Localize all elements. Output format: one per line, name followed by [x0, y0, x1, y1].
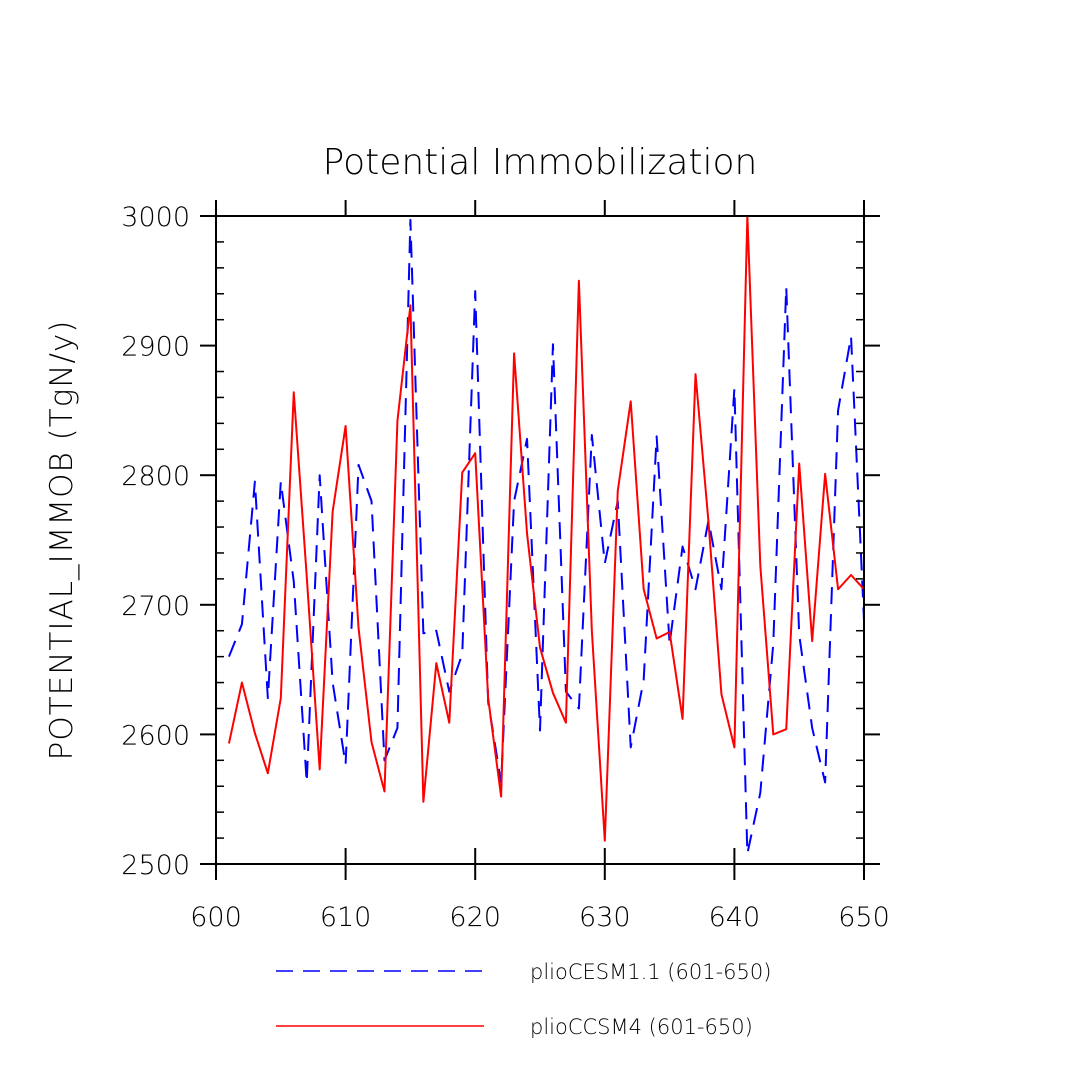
legend-label-1: plioCESM1.1 (601-650)	[530, 960, 771, 984]
y-tick-label: 2500	[121, 850, 190, 881]
y-tick-label: 2800	[121, 461, 190, 492]
x-tick-label: 630	[579, 902, 631, 933]
x-tick-label: 600	[190, 902, 242, 933]
plot-frame	[215, 215, 865, 865]
y-tick-label: 2600	[121, 720, 190, 751]
x-tick-label: 610	[320, 902, 372, 933]
y-tick-label: 3000	[121, 202, 190, 233]
legend-label-2: plioCCSM4 (601-650)	[530, 1015, 753, 1039]
legend: plioCESM1.1 (601-650) plioCCSM4 (601-650)	[276, 960, 771, 1039]
series-line-2	[227, 216, 864, 842]
x-tick-label: 650	[838, 902, 890, 933]
x-tick-label: 640	[709, 902, 761, 933]
y-tick-label: 2700	[121, 591, 190, 622]
series-line-1	[228, 218, 864, 855]
chart-title: Potential Immobilization	[323, 142, 758, 183]
y-axis-label: POTENTIAL_IMMOB (TgN/y)	[44, 320, 80, 761]
x-tick-label: 620	[449, 902, 501, 933]
plot-layer: 600 610 620 630 640 650 2500 2600 2700 2800 2900 30…	[121, 200, 890, 933]
y-tick-label: 2900	[121, 332, 190, 363]
